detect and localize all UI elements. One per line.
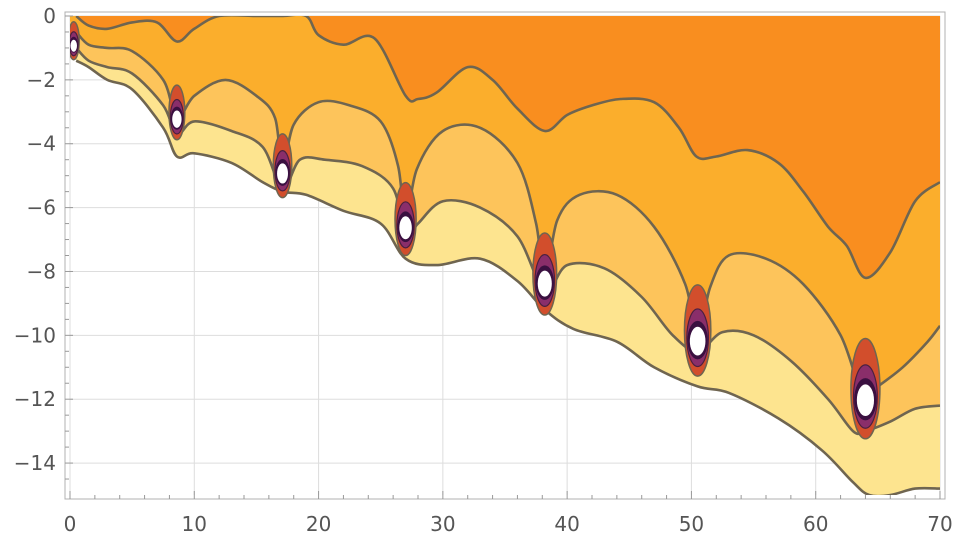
singularity-6 [850,337,881,440]
singularity-core [70,39,77,52]
y-tick-label: −14 [14,451,56,475]
singularity-3 [394,181,417,257]
x-tick-label: 30 [430,512,455,536]
x-tick-label: 40 [554,512,579,536]
singularity-2 [272,133,293,199]
contour-line-2 [75,31,940,401]
singularity-5 [683,284,712,377]
contour-lines [75,16,940,495]
contour-line-4 [75,59,940,495]
singularity-core [537,270,552,297]
singularity-4 [532,232,558,316]
x-tick-label: 50 [679,512,704,536]
x-tick-label: 10 [182,512,207,536]
x-tick-label: 0 [64,512,77,536]
x-tick-label: 20 [306,512,331,536]
singularity-1 [168,84,186,141]
singularity-core [689,326,706,356]
y-tick-label: −8 [27,259,56,283]
y-tick-label: −12 [14,387,56,411]
y-tick-label: −10 [14,323,56,347]
singularities [70,20,881,440]
singularity-core [856,384,875,417]
x-tick-label: 70 [927,512,952,536]
y-tick-label: −2 [27,68,56,92]
y-axis-ticks: 0 −2 −4 −6 −8 −10 −12 −14 [14,4,73,480]
y-tick-label: −6 [27,196,56,220]
x-tick-label: 60 [803,512,828,536]
singularity-core [172,110,182,128]
y-tick-label: −4 [27,132,56,156]
filled-bands [70,16,940,495]
x-axis-ticks: 0 10 20 30 40 50 60 70 [64,491,953,536]
singularity-core [399,216,412,240]
contour-line-3 [75,47,940,436]
singularity-0 [70,20,80,61]
band-3 [76,16,940,278]
singularity-core [277,163,288,184]
contour-line-1 [75,16,940,280]
y-tick-label: 0 [43,4,56,28]
